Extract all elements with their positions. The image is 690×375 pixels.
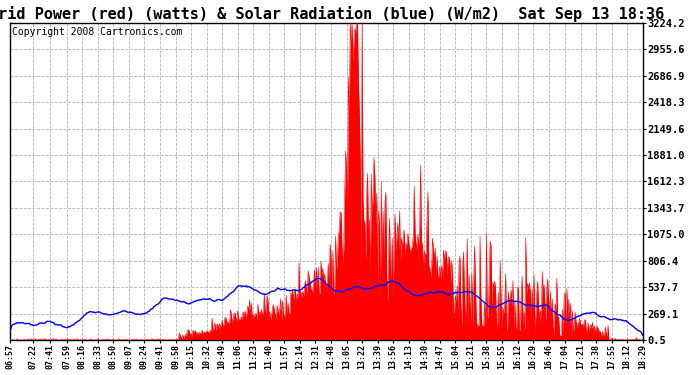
- Title: Grid Power (red) (watts) & Solar Radiation (blue) (W/m2)  Sat Sep 13 18:36: Grid Power (red) (watts) & Solar Radiati…: [0, 6, 664, 21]
- Text: Copyright 2008 Cartronics.com: Copyright 2008 Cartronics.com: [12, 27, 182, 38]
